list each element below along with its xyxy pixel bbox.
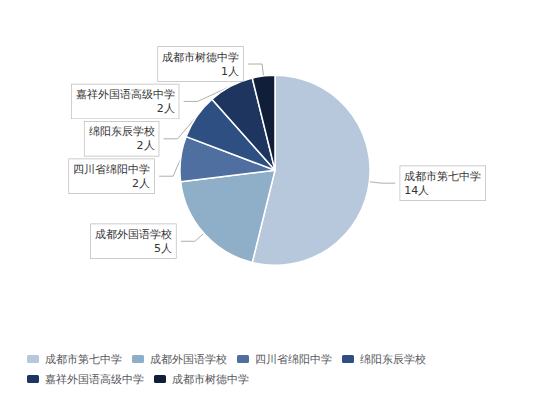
svg-text:四川省绵阳中学: 四川省绵阳中学 — [255, 353, 332, 366]
svg-text:成都市树德中学: 成都市树德中学 — [162, 51, 239, 64]
svg-text:成都外国语学校: 成都外国语学校 — [95, 228, 172, 241]
svg-text:14人: 14人 — [404, 184, 429, 197]
svg-text:2人: 2人 — [137, 139, 155, 152]
svg-text:成都市第七中学: 成都市第七中学 — [45, 353, 122, 366]
svg-text:2人: 2人 — [157, 102, 175, 115]
svg-text:绵阳东辰学校: 绵阳东辰学校 — [89, 125, 155, 138]
svg-text:2人: 2人 — [132, 177, 150, 190]
svg-text:5人: 5人 — [154, 242, 172, 255]
svg-text:绵阳东辰学校: 绵阳东辰学校 — [360, 353, 426, 366]
svg-text:嘉祥外国语高级中学: 嘉祥外国语高级中学 — [76, 88, 175, 101]
svg-text:嘉祥外国语高级中学: 嘉祥外国语高级中学 — [45, 373, 144, 386]
svg-text:成都外国语学校: 成都外国语学校 — [150, 353, 227, 366]
svg-text:四川省绵阳中学: 四川省绵阳中学 — [73, 163, 150, 176]
svg-text:1人: 1人 — [221, 65, 239, 78]
svg-text:成都市第七中学: 成都市第七中学 — [404, 170, 481, 183]
svg-text:成都市树德中学: 成都市树德中学 — [172, 373, 249, 386]
